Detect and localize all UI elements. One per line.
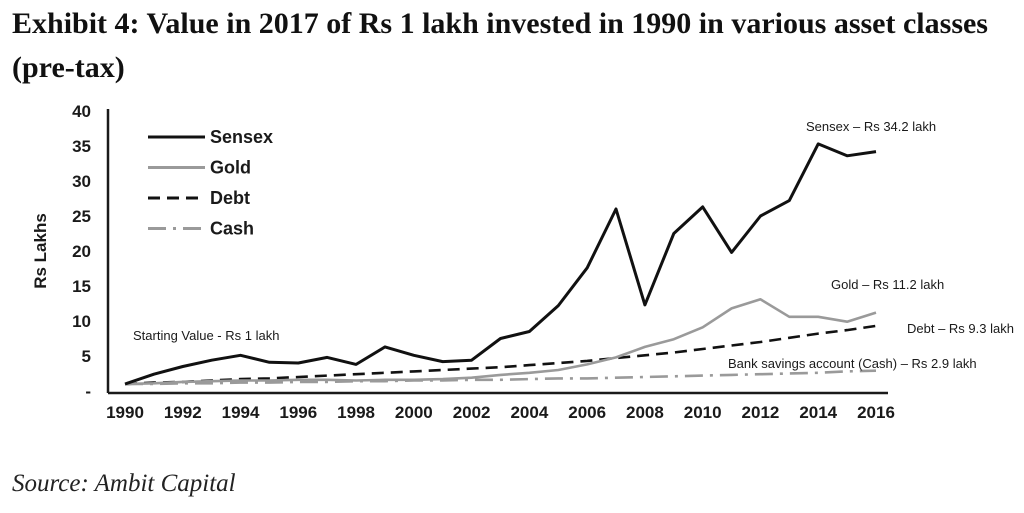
annotation-debt: Debt – Rs 9.3 lakh xyxy=(907,321,1014,336)
series-line-gold xyxy=(124,297,877,386)
chart-axes: - 5 10 15 20 25 30 35 40 1990 1992 1994 1996 1998 2000… xyxy=(31,102,895,422)
legend-label-cash: Cash xyxy=(210,219,254,239)
y-tick-label: 35 xyxy=(72,137,91,156)
legend-label-gold: Gold xyxy=(210,158,251,178)
x-tick-label: 2006 xyxy=(568,403,606,422)
chart-series xyxy=(124,142,877,386)
x-tick-label: 2014 xyxy=(799,403,837,422)
x-tick-label: 2004 xyxy=(510,403,548,422)
annotation-sensex: Sensex – Rs 34.2 lakh xyxy=(806,119,936,134)
legend-label-sensex: Sensex xyxy=(210,127,273,147)
series-line-sensex xyxy=(124,142,877,386)
y-tick-label: 5 xyxy=(82,347,91,366)
source-note: Source: Ambit Capital xyxy=(12,470,236,497)
x-tick-label: 2002 xyxy=(453,403,491,422)
x-tick-label: 2016 xyxy=(857,403,895,422)
annotation-start: Starting Value - Rs 1 lakh xyxy=(133,328,279,343)
x-tick-label: 1992 xyxy=(164,403,202,422)
y-tick-label: 10 xyxy=(72,312,91,331)
y-tick-label: - xyxy=(85,382,91,401)
series-line-debt xyxy=(124,324,877,386)
page-title: Exhibit 4: Value in 2017 of Rs 1 lakh in… xyxy=(12,7,988,84)
x-tick-label: 1998 xyxy=(337,403,375,422)
annotation-gold: Gold – Rs 11.2 lakh xyxy=(831,277,944,292)
x-tick-label: 1996 xyxy=(279,403,317,422)
x-tick-label: 2010 xyxy=(684,403,722,422)
chart-legend: Sensex Gold Debt Cash xyxy=(148,127,273,239)
x-tick-label: 1990 xyxy=(106,403,144,422)
y-tick-label: 30 xyxy=(72,172,91,191)
y-tick-label: 15 xyxy=(72,277,91,296)
y-tick-label: 40 xyxy=(72,102,91,121)
annotation-cash: Bank savings account (Cash) – Rs 2.9 lak… xyxy=(728,356,977,371)
line-chart: - 5 10 15 20 25 30 35 40 1990 1992 1994 1996 1998 2000… xyxy=(31,102,1014,422)
chart-annotations: Starting Value - Rs 1 lakh Sensex – Rs 34… xyxy=(133,119,1014,371)
series-line-cash xyxy=(125,369,877,386)
legend-label-debt: Debt xyxy=(210,188,250,208)
x-tick-label: 1994 xyxy=(222,403,260,422)
x-tick-label: 2008 xyxy=(626,403,664,422)
x-tick-label: 2012 xyxy=(742,403,780,422)
y-tick-label: 20 xyxy=(72,242,91,261)
y-axis-label: Rs Lakhs xyxy=(31,213,50,289)
x-tick-label: 2000 xyxy=(395,403,433,422)
y-tick-label: 25 xyxy=(72,207,91,226)
